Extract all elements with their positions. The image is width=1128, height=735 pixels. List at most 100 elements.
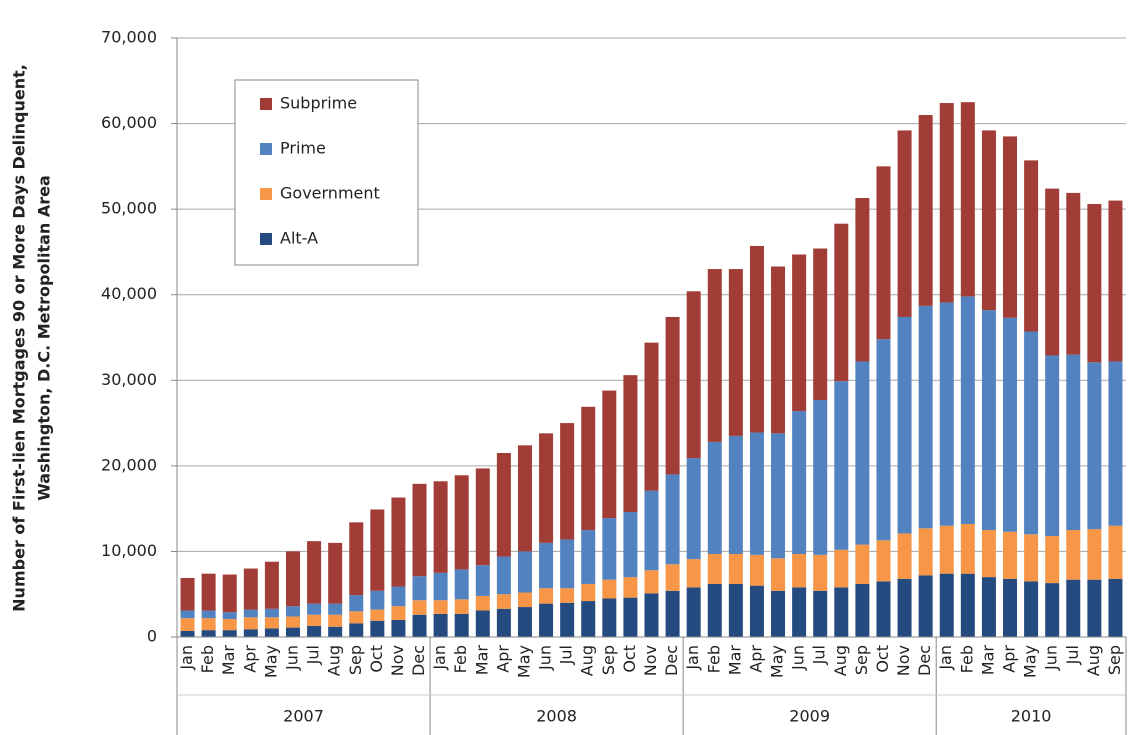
bar-segment [412,483,427,577]
bar-segment [560,539,575,589]
bar-segment [1108,578,1123,637]
bar-segment [1045,355,1060,537]
x-tick-label: Nov [894,645,913,676]
x-tick-label: Jul [304,645,323,665]
bar-segment [412,576,427,601]
bar-segment [623,375,638,513]
bar-segment [939,573,954,637]
bar-segment [1087,204,1102,363]
bar-segment [1045,188,1060,356]
x-tick-label: Oct [873,645,892,673]
bar-segment [243,609,258,618]
bar-segment [792,553,807,588]
bar-segment [243,568,258,610]
bar-segment [855,544,870,584]
bar-segment [960,102,975,297]
bar-segment [454,599,469,614]
bar-segment [1108,200,1123,362]
y-tick-label: 30,000 [101,370,157,389]
x-tick-label: Mar [219,645,238,676]
bar-segment [918,575,933,637]
bar-segment [1066,530,1081,580]
bar-segment [897,130,912,317]
bar-segment [749,585,764,637]
legend-label: Government [280,184,380,203]
bar-segment [707,441,722,554]
bar-segment [391,497,406,587]
bar-segment [771,266,786,434]
bar-segment [222,612,237,620]
bar-segment [370,620,385,637]
bar-segment [581,601,596,637]
bar-segment [1087,579,1102,637]
bar-segment [749,432,764,555]
x-tick-label: Oct [367,645,386,673]
bar-segment [834,223,849,382]
bar-segment [201,630,216,637]
x-tick-label: Jun [789,645,808,671]
bar-segment [707,269,722,442]
bar-segment [728,583,743,637]
bar-segment [602,390,617,519]
bar-segment [454,475,469,570]
x-tick-label: Jun [282,645,301,671]
bar-segment [539,603,554,637]
bar-segment [665,590,680,637]
bar-segment [496,453,511,557]
y-tick-label: 10,000 [101,541,157,560]
bar-segment [581,406,596,531]
bar-segment [749,245,764,433]
bar-segment [771,433,786,559]
bar-segment [180,631,195,637]
bar-segment [328,542,343,604]
bar-segment [918,115,933,306]
bar-segment [981,310,996,531]
bar-segment [391,619,406,637]
bar-segment [328,626,343,637]
bar-segment [285,627,300,637]
bar-segment [243,617,258,630]
bar-segment [939,302,954,526]
bar-segment [813,248,828,400]
x-tick-label: Oct [620,645,639,673]
bar-segment [539,433,554,543]
x-tick-label: Feb [198,645,217,673]
bar-segment [539,588,554,604]
bar-segment [328,614,343,627]
x-tick-label: May [1021,645,1040,678]
bar-segment [307,603,322,615]
x-tick-label: Nov [388,645,407,676]
bar-segment [960,573,975,637]
bar-segment [581,583,596,602]
legend-label: Subprime [280,94,357,113]
bar-segment [264,561,279,609]
bar-segment [855,198,870,362]
bar-segment [517,592,532,608]
bar-segment [897,578,912,637]
bar-segment [602,579,617,599]
x-tick-label: Jan [683,645,702,671]
y-tick-label: 0 [147,627,157,646]
bar-segment [876,540,891,582]
bar-segment [349,611,364,624]
bar-segment [1024,534,1039,582]
x-tick-label: Dec [409,645,428,676]
bar-segment [222,630,237,637]
bar-segment [855,583,870,637]
bar-segment [517,607,532,637]
bar-segment [539,542,554,589]
y-tick-label: 20,000 [101,455,157,474]
bar-segment [433,572,448,601]
x-tick-label: Sep [346,645,365,675]
bar-segment [328,603,343,615]
legend-swatch [260,98,272,110]
bar-segment [1024,581,1039,637]
bar-segment [222,619,237,631]
bar-segment [855,361,870,545]
bar-segment [602,598,617,637]
bar-segment [201,618,216,631]
bar-segment [771,590,786,637]
bar-segment [391,606,406,620]
x-tick-label: Aug [578,645,597,676]
